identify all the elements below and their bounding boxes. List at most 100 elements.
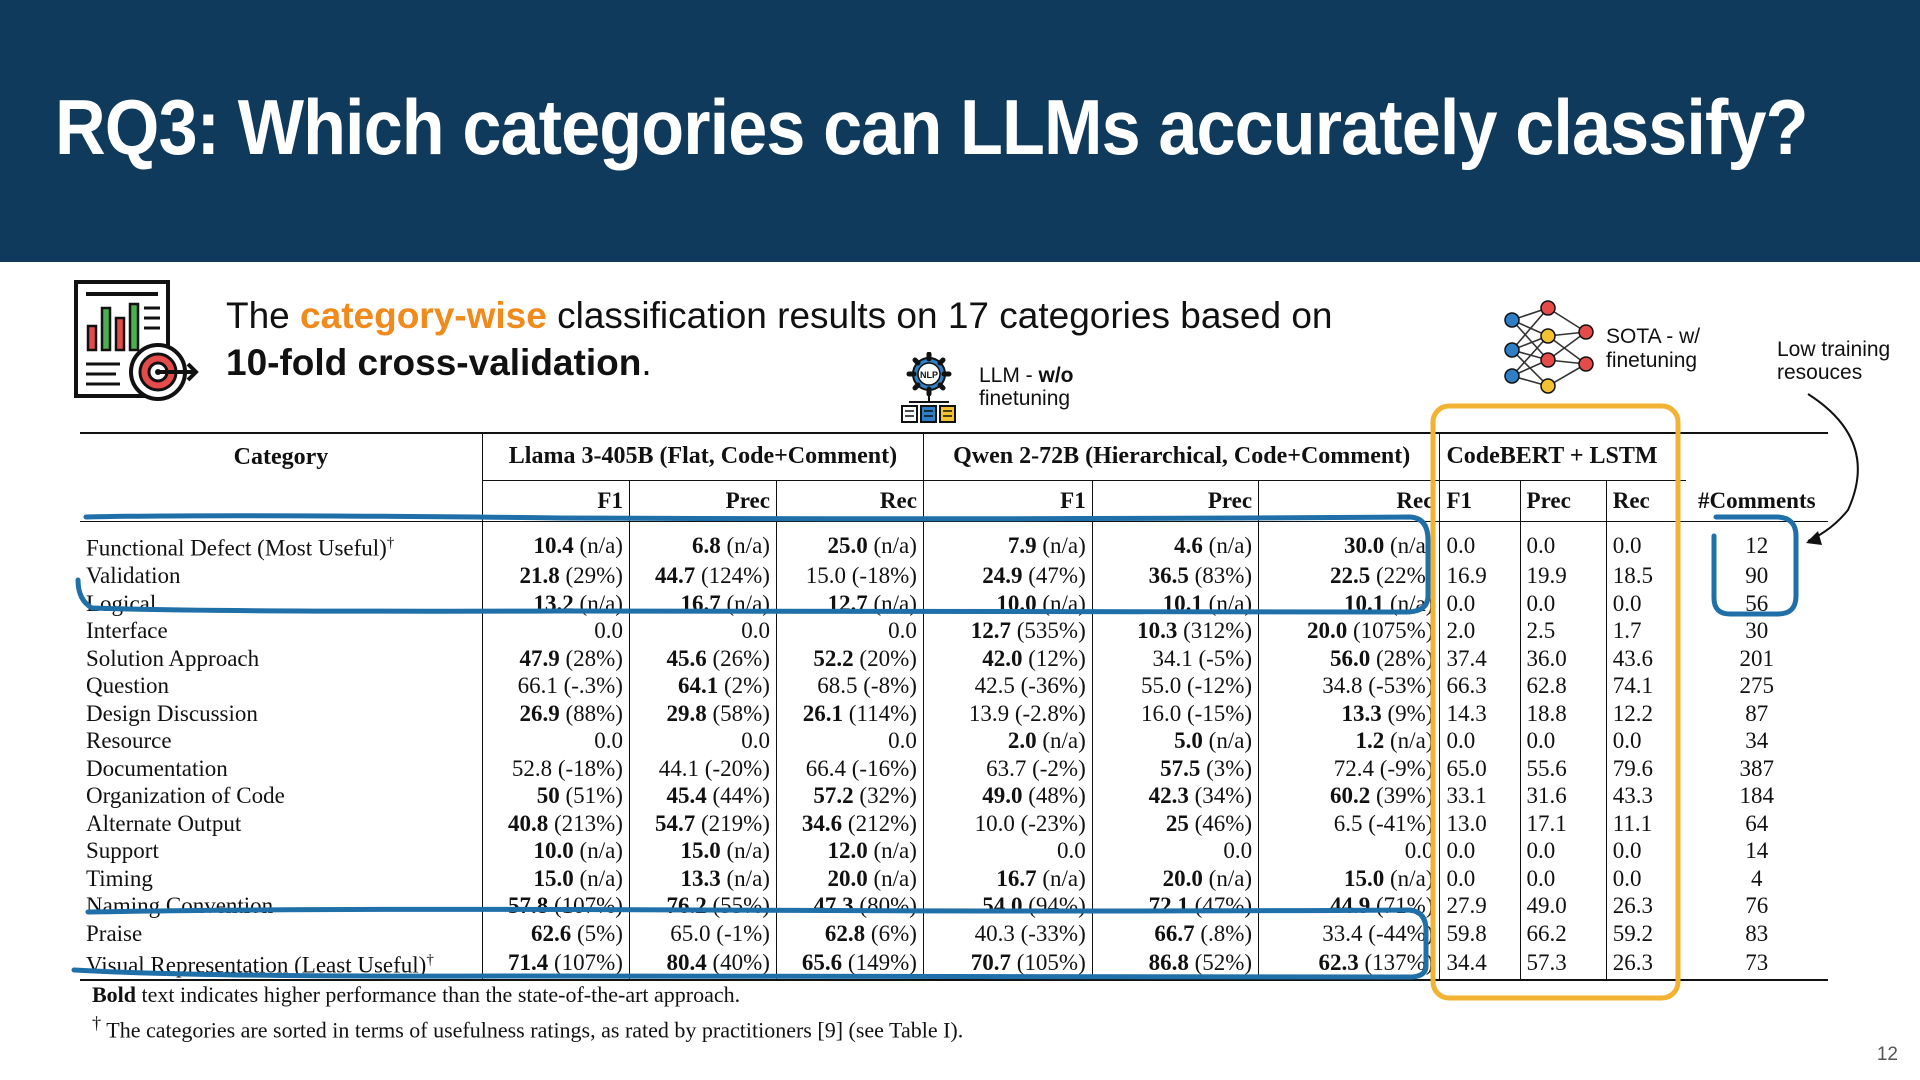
qwen-f1-cell: 24.9 (47%) (922, 562, 1093, 590)
sota-f1-cell: 13.0 (1439, 809, 1521, 838)
qwen-prec-cell: 10.1 (n/a) (1091, 589, 1259, 618)
table-row: Solution Approach 47.9 (28%) 45.6 (26%) 52.… (80, 644, 1828, 673)
comments-count-cell: 30 (1745, 618, 1769, 644)
qwen-prec-cell: 55.0 (-12%) (1091, 672, 1259, 700)
metric-value: 12.7 (970, 618, 1011, 644)
metric-value: 16.7 (680, 590, 721, 616)
qwen-rec-cell: 62.3 (137%) (1258, 947, 1440, 982)
category-label: Documentation (86, 755, 228, 781)
page-number: 12 (1876, 1044, 1898, 1065)
comments-count-cell: 34 (1745, 728, 1769, 754)
llama-rec-cell: 12.7 (n/a) (775, 589, 924, 618)
comments-count-cell: 90 (1745, 563, 1769, 589)
llama-prec-cell: 0.0 (628, 617, 777, 645)
metric-value: 7.9 (1007, 533, 1037, 559)
row-category: Functional Defect (Most Useful)† (80, 522, 483, 563)
sota-prec-cell: 66.2 (1519, 919, 1607, 948)
footnote-dagger-mark: † (92, 1013, 102, 1033)
metric-change: (107%) (553, 893, 623, 919)
metric-change: (-33%) (1020, 920, 1086, 946)
category-label: Validation (86, 563, 181, 589)
metric-value: 66.4 (805, 755, 847, 781)
metric-change: (107%) (553, 950, 623, 976)
metric-value: 71.4 (507, 950, 549, 976)
table-row: Support 10.0 (n/a) 15.0 (n/a) 12.0 (n/a) 0.0… (80, 837, 1828, 865)
table-group-header-row: Category Llama 3-405B (Flat, Code+Commen… (80, 432, 1828, 481)
metric-change: (51%) (565, 783, 623, 809)
llama-prec-cell: 44.7 (124%) (628, 562, 777, 590)
metric-change: (2%) (723, 673, 770, 699)
metric-value: 33.4 (1322, 920, 1363, 946)
sota-prec-cell: 18.8 (1519, 699, 1607, 728)
qwen-prec-cell: 57.5 (3%) (1091, 754, 1259, 783)
metric-value: 16.0 (1140, 700, 1182, 726)
qwen-rec-cell: 10.1 (n/a) (1258, 589, 1440, 618)
metric-value: 12.7 (827, 590, 868, 616)
metric-change: (n/a) (1042, 865, 1086, 891)
qwen-rec-cell: 6.5 (-41%) (1258, 809, 1440, 838)
qwen-rec-header: Rec (1258, 480, 1440, 522)
metric-value: 55.0 (1140, 673, 1182, 699)
llama-f1-cell: 50 (51%) (482, 782, 630, 810)
metric-change: (n/a) (1208, 590, 1253, 616)
metric-value: 22.5 (1329, 563, 1371, 589)
sota-prec-cell: 2.5 (1519, 617, 1607, 645)
metric-value: 16.7 (996, 865, 1037, 891)
metric-value: 10.0 (974, 810, 1015, 836)
metric-change: (71%) (1375, 893, 1434, 919)
table-row: Alternate Output 40.8 (213%) 54.7 (219%) 34… (80, 809, 1828, 838)
table-row: Resource 0.0 0.0 0.0 2.0 (n/a) 5.0 (n/a) 1.2 (… (80, 727, 1828, 755)
table-row: Question 66.1 (-.3%) 64.1 (2%) 68.5 (-8%) 42… (80, 672, 1828, 700)
llama-rec-cell: 0.0 (775, 727, 924, 755)
sota-prec-cell: 0.0 (1519, 864, 1607, 893)
codebert-group-header: CodeBERT + LSTM (1439, 432, 1686, 481)
metric-change: (20%) (859, 645, 917, 671)
report-target-icon (74, 280, 199, 401)
llama-rec-header: Rec (775, 480, 924, 522)
metric-value: 52.2 (813, 645, 854, 671)
category-header: Category (80, 432, 483, 481)
sota-rec-cell: 12.2 (1605, 699, 1686, 728)
llama-prec-cell: 54.7 (219%) (628, 809, 777, 838)
llama-prec-header: Prec (628, 480, 777, 522)
metric-value: 0.0 (888, 728, 917, 754)
row-category: Naming Convention (80, 892, 483, 920)
metric-value: 62.8 (824, 920, 866, 946)
llama-f1-cell: 71.4 (107%) (482, 947, 630, 982)
metric-change: (n/a) (1042, 728, 1086, 754)
qwen-rec-cell: 56.0 (28%) (1258, 644, 1440, 673)
metric-change: (-8%) (863, 673, 917, 699)
metric-change: (47%) (1194, 893, 1253, 919)
metric-change: (46%) (1194, 810, 1253, 836)
llama-prec-cell: 16.7 (n/a) (628, 589, 777, 618)
llama-f1-header: F1 (482, 480, 630, 522)
sota-label-line1: SOTA - w/ (1606, 325, 1701, 348)
qwen-f1-cell: 42.0 (12%) (922, 644, 1093, 673)
llama-f1-cell: 40.8 (213%) (482, 809, 630, 838)
sota-prec-cell: 62.8 (1519, 672, 1607, 700)
sota-f1-cell: 34.4 (1439, 947, 1521, 982)
category-label: Praise (86, 920, 143, 946)
sota-rec-cell: 26.3 (1605, 892, 1686, 920)
category-label: Solution Approach (86, 645, 260, 671)
category-label: Organization of Code (86, 783, 285, 809)
metric-value: 0.0 (1223, 838, 1253, 864)
metric-change: (n/a) (873, 865, 917, 891)
metric-value: 63.7 (986, 755, 1027, 781)
metric-value: 34.6 (801, 810, 843, 836)
footnote-bold-word: Bold (92, 982, 137, 1007)
metric-value: 44.9 (1329, 893, 1371, 919)
sota-f1-cell: 33.1 (1439, 782, 1521, 810)
metric-change: (n/a) (579, 590, 623, 616)
metric-change: (212%) (847, 810, 917, 836)
sota-f1-cell: 0.0 (1439, 864, 1521, 893)
metric-value: 45.4 (666, 783, 707, 809)
row-category: Timing (80, 865, 483, 893)
sota-f1-cell: 27.9 (1439, 892, 1521, 920)
nlp-gear-icon: NLP (901, 352, 956, 423)
sota-rec-cell: 0.0 (1605, 727, 1686, 755)
table-row: Praise 62.6 (5%) 65.0 (-1%) 62.8 (6%) 40.3 (… (80, 919, 1828, 948)
metric-value: 45.6 (666, 645, 707, 671)
comments-count-cell: 201 (1739, 645, 1775, 671)
metric-change: (n/a) (579, 533, 623, 559)
